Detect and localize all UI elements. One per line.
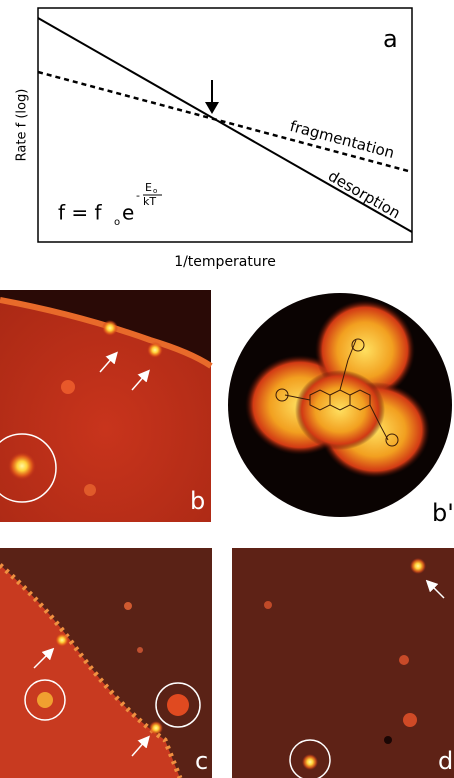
defect [384, 736, 392, 744]
molecule [264, 601, 272, 609]
molecule [8, 452, 36, 480]
molecule [37, 692, 53, 708]
molecule [102, 320, 118, 336]
panel-label: b' [432, 499, 454, 527]
panel-label: c [195, 747, 208, 775]
molecule [61, 380, 75, 394]
panel-a: a Rate f (log) 1/temperature fragmentati… [15, 8, 413, 270]
formula-text: kT [143, 195, 156, 208]
panel-label: d [438, 747, 453, 775]
molecule [149, 721, 163, 735]
formula-text: E [145, 181, 152, 194]
molecule [302, 754, 318, 770]
molecule [147, 342, 163, 358]
formula-text: o [153, 187, 157, 195]
panel-d: d [232, 548, 454, 778]
formula: f = f o e - E o kT [58, 181, 162, 228]
formula-text: f = f [58, 201, 103, 225]
panel-b-prime: b' [228, 293, 454, 527]
formula-text: e [122, 201, 134, 225]
curve-label: desorption [325, 167, 403, 223]
formula-text: o [114, 217, 120, 228]
molecule [410, 558, 426, 574]
formula-text: - [136, 189, 140, 202]
molecule [137, 647, 143, 653]
curve-label: fragmentation [288, 117, 396, 162]
molecule [403, 713, 417, 727]
molecule [55, 633, 69, 647]
x-axis-label: 1/temperature [174, 254, 276, 270]
panel-c: c [0, 548, 212, 778]
y-axis-label: Rate f (log) [15, 89, 30, 162]
molecule [124, 602, 132, 610]
arrow-head [205, 102, 219, 114]
fragmentation-line [38, 72, 412, 172]
molecule [399, 655, 409, 665]
molecule [167, 694, 189, 716]
panel-b: b [0, 290, 211, 522]
panel-label: b [190, 487, 205, 515]
figure: a Rate f (log) 1/temperature fragmentati… [0, 0, 454, 778]
stm-image [232, 548, 454, 778]
panel-label: a [383, 25, 398, 53]
molecule [84, 484, 96, 496]
